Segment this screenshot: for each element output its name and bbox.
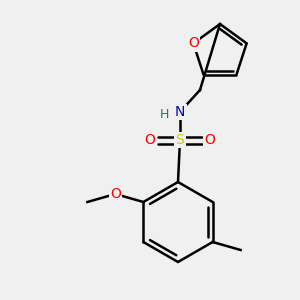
Text: O: O (188, 36, 199, 50)
Text: O: O (205, 133, 215, 147)
Text: H: H (159, 107, 169, 121)
Text: O: O (110, 187, 121, 201)
Text: S: S (176, 133, 184, 147)
Text: O: O (145, 133, 155, 147)
Text: N: N (175, 105, 185, 119)
